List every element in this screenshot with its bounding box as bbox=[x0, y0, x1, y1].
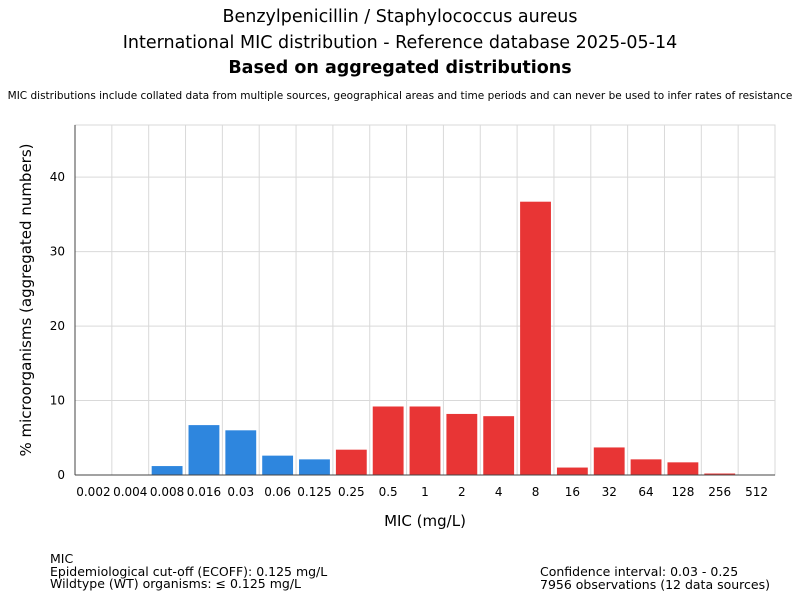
x-tick-label: 0.03 bbox=[227, 485, 254, 499]
bar-0.25 bbox=[335, 449, 367, 475]
chart-subtitle: MIC distributions include collated data … bbox=[7, 90, 793, 102]
bar-8 bbox=[520, 201, 551, 475]
x-tick-label: 32 bbox=[602, 485, 617, 499]
bar-4 bbox=[483, 416, 515, 475]
x-tick-label: 0.002 bbox=[76, 485, 110, 499]
bar-256 bbox=[704, 473, 736, 475]
footer-left: MIC Epidemiological cut-off (ECOFF): 0.1… bbox=[50, 551, 328, 591]
chart-title-line3: Based on aggregated distributions bbox=[228, 58, 572, 78]
bar-0.5 bbox=[372, 406, 404, 475]
footer-wildtype: Wildtype (WT) organisms: ≤ 0.125 mg/L bbox=[50, 576, 302, 591]
x-tick-label: 64 bbox=[638, 485, 653, 499]
footer-confidence-interval: Confidence interval: 0.03 - 0.25 bbox=[540, 564, 739, 579]
x-tick-label: 512 bbox=[745, 485, 768, 499]
x-axis-label: MIC (mg/L) bbox=[384, 512, 466, 530]
footer-observations: 7956 observations (12 data sources) bbox=[540, 576, 770, 592]
y-tick-label: 0 bbox=[57, 468, 65, 482]
x-tick-label: 0.06 bbox=[264, 485, 291, 499]
x-tick-label: 0.008 bbox=[150, 485, 184, 499]
y-tick-label: 30 bbox=[50, 245, 65, 259]
x-tick-label: 4 bbox=[495, 485, 503, 499]
x-tick-label: 2 bbox=[458, 485, 466, 499]
chart-title-line2: International MIC distribution - Referen… bbox=[122, 33, 678, 53]
bar-1 bbox=[409, 406, 441, 475]
y-tick-label: 10 bbox=[50, 394, 65, 408]
footer-right: Confidence interval: 0.03 - 0.25 7956 ob… bbox=[540, 564, 770, 592]
bar-32 bbox=[593, 447, 625, 475]
footer-ecoff: Epidemiological cut-off (ECOFF): 0.125 m… bbox=[50, 563, 328, 579]
bar-16 bbox=[556, 467, 588, 475]
y-tick-label: 40 bbox=[50, 170, 65, 184]
x-tick-label: 0.016 bbox=[187, 485, 221, 499]
bar-0.06 bbox=[262, 455, 294, 475]
x-tick-label: 0.125 bbox=[297, 485, 331, 499]
y-tick-label: 20 bbox=[50, 319, 65, 333]
bar-0.03 bbox=[225, 430, 257, 475]
x-tick-label: 8 bbox=[532, 485, 540, 499]
y-axis-label: % microorganisms (aggregated numbers) bbox=[17, 143, 35, 456]
x-tick-label: 0.25 bbox=[338, 485, 365, 499]
bar-2 bbox=[446, 413, 478, 475]
bar-0.125 bbox=[299, 459, 330, 475]
chart-title-line1: Benzylpenicillin / Staphylococcus aureus bbox=[222, 7, 578, 27]
x-tick-label: 128 bbox=[671, 485, 694, 499]
x-tick-label: 0.5 bbox=[379, 485, 398, 499]
bar-0.008 bbox=[151, 466, 183, 475]
bar-0.016 bbox=[188, 425, 220, 475]
x-tick-label: 256 bbox=[708, 485, 731, 499]
x-tick-label: 1 bbox=[421, 485, 429, 499]
x-tick-label: 16 bbox=[565, 485, 580, 499]
bar-128 bbox=[667, 462, 699, 475]
x-tick-label: 0.004 bbox=[113, 485, 147, 499]
bar-64 bbox=[630, 459, 662, 475]
footer-mic-label: MIC bbox=[50, 551, 74, 566]
